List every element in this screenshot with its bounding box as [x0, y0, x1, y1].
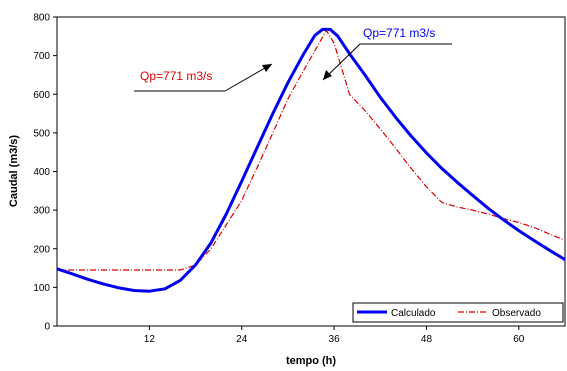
y-tick-label: 300: [33, 206, 50, 217]
annotation-calculado-peak-text: Qp=771 m3/s: [363, 26, 435, 40]
x-tick-label: 12: [144, 334, 156, 345]
annotation-observado-peak-text: Qp=771 m3/s: [140, 69, 212, 83]
legend-calculado-label: Calculado: [391, 308, 436, 319]
y-axis-title: Caudal (m3/s): [8, 135, 20, 207]
y-tick-label: 400: [33, 167, 50, 178]
legend: Calculado Observado: [352, 302, 564, 323]
series-observado-line: [57, 29, 566, 271]
x-axis-ticks: 12 24 36 48 60: [144, 326, 525, 345]
y-tick-label: 600: [33, 90, 50, 101]
x-axis-title: tempo (h): [286, 355, 336, 367]
annotation-calculado-arrowhead: [323, 70, 332, 80]
y-tick-label: 700: [33, 51, 50, 62]
y-tick-label: 800: [33, 13, 50, 24]
annotation-observado-arrowhead: [262, 64, 272, 72]
legend-observado-label: Observado: [492, 308, 541, 319]
annotation-calculado-peak: Qp=771 m3/s: [322, 26, 452, 81]
x-tick-label: 36: [329, 334, 341, 345]
x-tick-label: 60: [513, 334, 525, 345]
series-calculado-line: [56, 27, 566, 293]
y-axis-ticks: 0 100 200 300 400 500 600 700 800: [33, 13, 57, 333]
annotation-observado-peak: Qp=771 m3/s: [134, 63, 273, 92]
plot-area-frame: [56, 16, 566, 327]
y-tick-label: 200: [33, 244, 50, 255]
x-tick-label: 24: [236, 334, 248, 345]
y-tick-label: 500: [33, 128, 50, 139]
x-tick-label: 48: [421, 334, 433, 345]
y-tick-label: 0: [44, 322, 50, 333]
y-tick-label: 100: [33, 283, 50, 294]
